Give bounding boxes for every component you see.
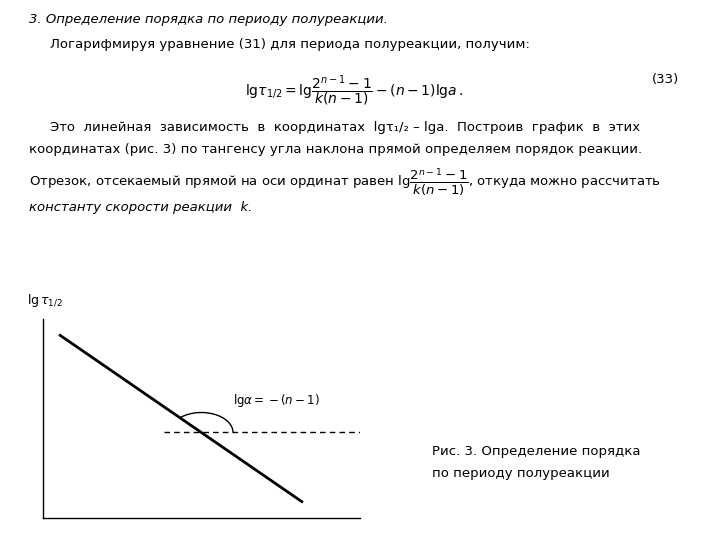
Text: Логарифмируя уравнение (31) для периода полуреакции, получим:: Логарифмируя уравнение (31) для периода …	[50, 38, 530, 51]
Text: (33): (33)	[652, 73, 679, 86]
Text: Рис. 3. Определение порядка: Рис. 3. Определение порядка	[432, 446, 641, 458]
Text: Это  линейная  зависимость  в  координатах  lgτ₁/₂ – lga.  Построив  график  в  : Это линейная зависимость в координатах l…	[50, 122, 641, 134]
Text: $\mathrm{lg}\tau_{1/2} = \mathrm{lg}\dfrac{2^{n-1}-1}{k(n-1)} - (n-1)\mathrm{lg}: $\mathrm{lg}\tau_{1/2} = \mathrm{lg}\dfr…	[245, 73, 463, 108]
Text: $\mathrm{lg}\,\tau_{1/2}$: $\mathrm{lg}\,\tau_{1/2}$	[27, 292, 63, 309]
Text: константу скорости реакции  k.: константу скорости реакции k.	[29, 201, 252, 214]
Text: 3. Определение порядка по периоду полуреакции.: 3. Определение порядка по периоду полуре…	[29, 14, 387, 26]
Text: Отрезок, отсекаемый прямой на оси ординат равен lg$\dfrac{2^{n-1}-1}{k(n-1)}$, о: Отрезок, отсекаемый прямой на оси ордина…	[29, 166, 661, 198]
Text: по периоду полуреакции: по периоду полуреакции	[432, 467, 610, 480]
Text: координатах (рис. 3) по тангенсу угла наклона прямой определяем порядок реакции.: координатах (рис. 3) по тангенсу угла на…	[29, 143, 642, 156]
Text: $\mathrm{lg}\alpha = -(n-1)$: $\mathrm{lg}\alpha = -(n-1)$	[233, 392, 320, 408]
